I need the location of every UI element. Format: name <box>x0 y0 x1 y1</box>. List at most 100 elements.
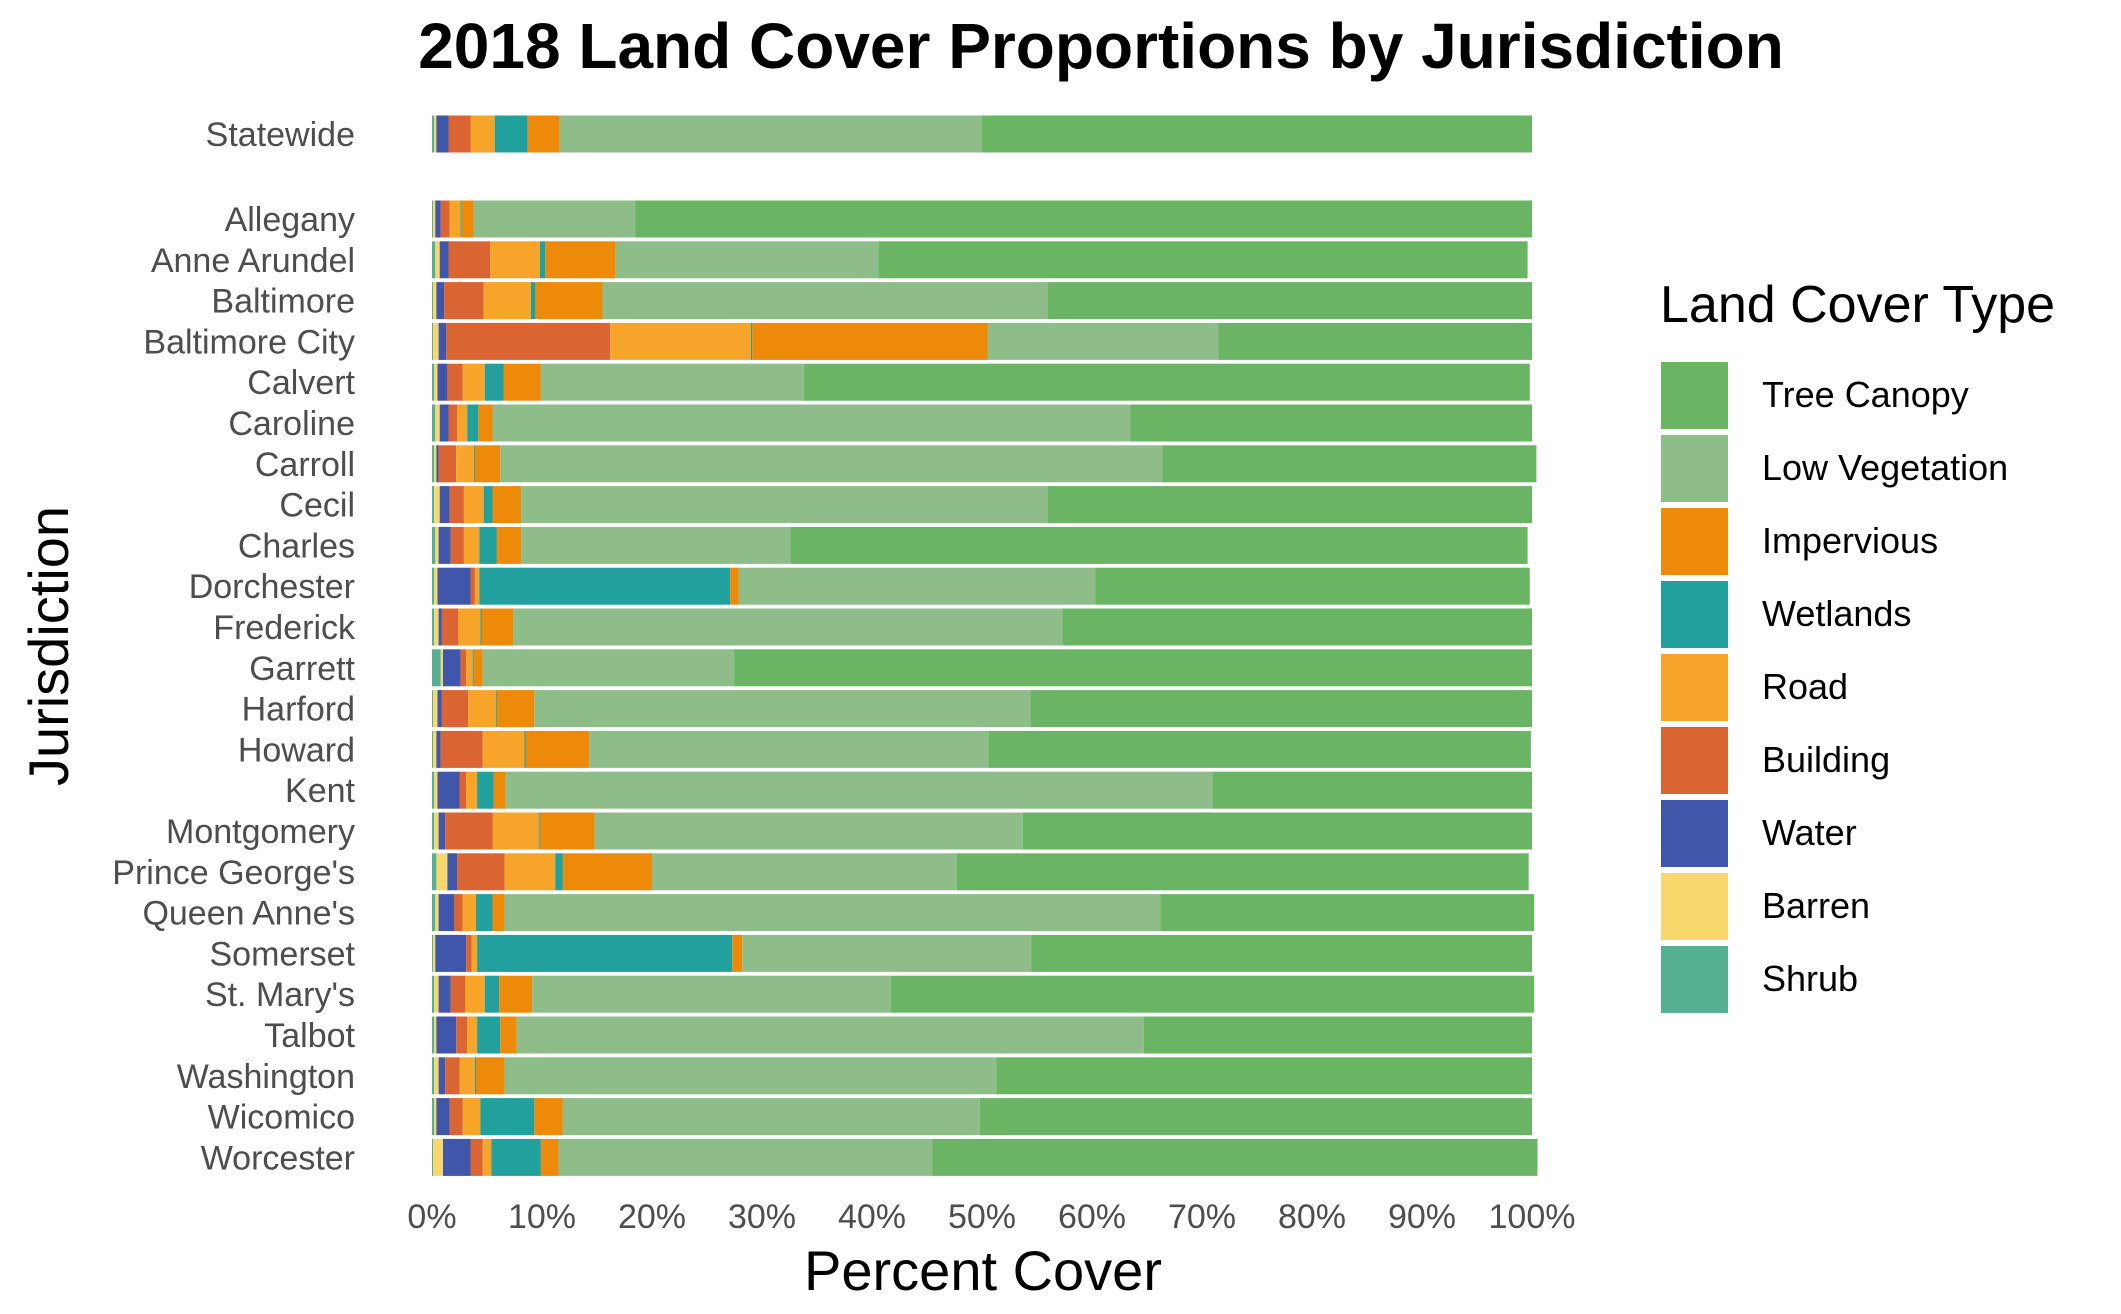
bar-segment-charles-impervious <box>496 526 522 564</box>
bars-layer <box>432 115 1538 1176</box>
bar-row-worcester <box>432 1138 1538 1176</box>
bar-segment-dorchester-road <box>474 567 480 605</box>
bar-segment-baltimore-city-tree-canopy <box>1218 322 1532 360</box>
bar-segment-st-mary-s-low-vegetation <box>532 975 891 1013</box>
bar-segment-worcester-impervious <box>540 1138 559 1176</box>
bar-segment-washington-shrub <box>432 1057 435 1095</box>
chart-title: 2018 Land Cover Proportions by Jurisdict… <box>418 10 1784 82</box>
bar-segment-cecil-impervious <box>492 486 522 524</box>
legend-swatch-water <box>1661 800 1728 867</box>
bar-segment-talbot-low-vegetation <box>516 1016 1144 1054</box>
bar-segment-wicomico-road <box>462 1098 481 1136</box>
x-tick-label-40: 40% <box>838 1198 906 1236</box>
bar-segment-calvert-wetlands <box>484 363 504 401</box>
bar-segment-queen-anne-s-road <box>462 894 476 932</box>
bar-segment-baltimore-city-impervious <box>752 322 988 360</box>
bar-segment-caroline-wetlands <box>467 404 479 442</box>
bar-segment-kent-low-vegetation <box>505 771 1213 809</box>
bar-segment-talbot-wetlands <box>477 1016 501 1054</box>
bar-segment-baltimore-city-shrub <box>432 322 434 360</box>
bar-row-cecil <box>432 486 1532 524</box>
bar-segment-prince-george-s-barren <box>436 853 448 891</box>
bar-segment-harford-low-vegetation <box>534 690 1031 728</box>
bar-segment-allegany-wetlands <box>460 200 462 238</box>
bar-segment-prince-george-s-impervious <box>562 853 652 891</box>
bar-segment-allegany-barren <box>433 200 436 238</box>
bar-segment-statewide-building <box>448 115 471 153</box>
bar-segment-worcester-building <box>470 1138 483 1176</box>
y-tick-label-somerset: Somerset <box>210 935 356 973</box>
bar-segment-calvert-building <box>447 363 463 401</box>
bar-row-charles <box>432 526 1528 564</box>
bar-segment-prince-george-s-tree-canopy <box>956 853 1529 891</box>
bar-segment-garrett-wetlands <box>472 649 474 687</box>
y-axis-label: Jurisdiction <box>17 506 80 786</box>
legend-swatch-low-vegetation <box>1661 435 1728 502</box>
bar-segment-garrett-building <box>460 649 467 687</box>
bar-segment-somerset-road <box>471 934 478 972</box>
bar-segment-cecil-wetlands <box>483 486 493 524</box>
y-tick-label-anne-arundel: Anne Arundel <box>151 242 355 280</box>
bar-segment-wicomico-tree-canopy <box>979 1098 1532 1136</box>
x-tick-label-60: 60% <box>1058 1198 1126 1236</box>
bar-segment-harford-wetlands <box>495 690 497 728</box>
bar-segment-charles-barren <box>435 526 439 564</box>
bar-segment-talbot-barren <box>434 1016 437 1054</box>
x-tick-label-100: 100% <box>1489 1198 1576 1236</box>
bar-segment-statewide-tree-canopy <box>982 115 1532 153</box>
legend-label-barren: Barren <box>1762 885 1870 926</box>
bar-segment-cecil-water <box>439 486 450 524</box>
bar-segment-allegany-water <box>435 200 441 238</box>
y-tick-label-kent: Kent <box>285 772 355 810</box>
bar-segment-wicomico-low-vegetation <box>562 1098 980 1136</box>
bar-segment-montgomery-wetlands <box>538 812 540 850</box>
bar-segment-somerset-barren <box>433 934 436 972</box>
legend-label-tree-canopy: Tree Canopy <box>1762 374 1969 415</box>
bar-row-allegany <box>432 200 1532 238</box>
bar-segment-queen-anne-s-low-vegetation <box>504 894 1161 932</box>
bar-segment-calvert-low-vegetation <box>540 363 804 401</box>
bar-segment-washington-low-vegetation <box>504 1057 997 1095</box>
bar-segment-baltimore-impervious <box>535 282 603 320</box>
bar-segment-montgomery-water <box>438 812 446 850</box>
bar-segment-kent-water <box>437 771 460 809</box>
bar-segment-cecil-building <box>449 486 464 524</box>
bar-segment-charles-wetlands <box>479 526 497 564</box>
bar-segment-queen-anne-s-wetlands <box>476 894 493 932</box>
bar-segment-prince-george-s-road <box>504 853 556 891</box>
bar-segment-kent-shrub <box>432 771 435 809</box>
bar-segment-caroline-low-vegetation <box>492 404 1131 442</box>
bar-segment-garrett-water <box>443 649 461 687</box>
legend-label-impervious: Impervious <box>1762 520 1938 561</box>
bar-segment-anne-arundel-road <box>490 241 540 279</box>
x-tick-label-10: 10% <box>508 1198 576 1236</box>
legend-label-low-vegetation: Low Vegetation <box>1762 447 2008 488</box>
bar-segment-anne-arundel-impervious <box>545 241 616 279</box>
x-tick-label-0: 0% <box>407 1198 456 1236</box>
bar-segment-frederick-impervious <box>481 608 514 646</box>
legend-label-wetlands: Wetlands <box>1762 593 1911 634</box>
bar-segment-allegany-building <box>440 200 450 238</box>
bar-segment-kent-impervious <box>493 771 506 809</box>
bar-segment-washington-water <box>438 1057 446 1095</box>
bar-segment-baltimore-city-building <box>446 322 611 360</box>
bar-segment-carroll-tree-canopy <box>1162 445 1537 483</box>
bar-segment-howard-road <box>482 730 525 768</box>
bar-segment-anne-arundel-tree-canopy <box>878 241 1528 279</box>
bar-segment-statewide-barren <box>434 115 437 153</box>
bar-segment-st-mary-s-road <box>465 975 485 1013</box>
y-tick-label-prince-george-s: Prince George's <box>112 854 355 892</box>
y-tick-label-st-mary-s: St. Mary's <box>205 976 355 1014</box>
x-tick-label-90: 90% <box>1388 1198 1456 1236</box>
y-tick-label-charles: Charles <box>238 527 355 565</box>
bar-segment-washington-impervious <box>476 1057 505 1095</box>
bar-segment-dorchester-tree-canopy <box>1095 567 1530 605</box>
y-tick-label-wicomico: Wicomico <box>208 1099 355 1137</box>
bar-segment-charles-water <box>438 526 451 564</box>
bar-segment-wicomico-impervious <box>534 1098 563 1136</box>
bar-segment-baltimore-city-low-vegetation <box>987 322 1219 360</box>
bar-segment-somerset-impervious <box>732 934 743 972</box>
bar-segment-st-mary-s-impervious <box>499 975 533 1013</box>
bar-segment-talbot-impervious <box>500 1016 517 1054</box>
y-tick-label-howard: Howard <box>238 731 355 769</box>
